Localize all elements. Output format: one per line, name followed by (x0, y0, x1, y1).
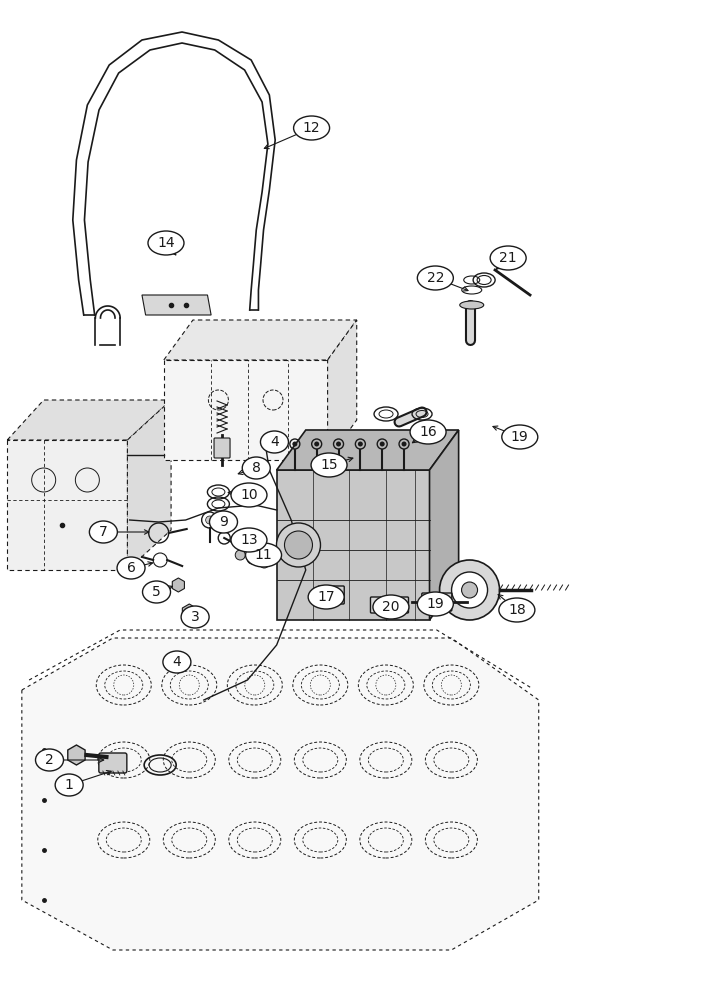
Text: 21: 21 (499, 251, 517, 265)
FancyBboxPatch shape (214, 438, 230, 458)
Text: 19: 19 (511, 430, 529, 444)
Text: 3: 3 (191, 610, 199, 624)
Ellipse shape (499, 598, 535, 622)
Circle shape (462, 582, 478, 598)
Ellipse shape (210, 511, 237, 533)
Polygon shape (164, 360, 328, 460)
Circle shape (277, 523, 320, 567)
Circle shape (358, 442, 363, 446)
Circle shape (259, 558, 269, 568)
Polygon shape (142, 295, 211, 315)
Text: 16: 16 (419, 425, 437, 439)
Ellipse shape (90, 521, 117, 543)
Text: 5: 5 (152, 585, 161, 599)
Ellipse shape (117, 557, 145, 579)
Text: 11: 11 (255, 548, 272, 562)
Circle shape (402, 442, 406, 446)
Text: 6: 6 (127, 561, 135, 575)
Text: 17: 17 (317, 590, 335, 604)
Polygon shape (277, 430, 459, 470)
Ellipse shape (143, 581, 170, 603)
Polygon shape (68, 745, 85, 765)
Text: 2: 2 (45, 753, 54, 767)
FancyBboxPatch shape (371, 597, 408, 613)
FancyBboxPatch shape (422, 593, 452, 611)
Text: 4: 4 (173, 655, 181, 669)
Ellipse shape (502, 425, 538, 449)
Circle shape (235, 550, 245, 560)
Ellipse shape (373, 595, 409, 619)
Polygon shape (430, 430, 459, 620)
Text: 7: 7 (99, 525, 108, 539)
Circle shape (440, 560, 499, 620)
Ellipse shape (181, 606, 209, 628)
Ellipse shape (55, 774, 83, 796)
Ellipse shape (261, 431, 288, 453)
Ellipse shape (460, 301, 483, 309)
Circle shape (293, 442, 297, 446)
Text: 12: 12 (303, 121, 320, 135)
Polygon shape (182, 604, 197, 620)
Text: 8: 8 (252, 461, 261, 475)
Ellipse shape (245, 543, 282, 567)
Polygon shape (173, 578, 184, 592)
Text: 19: 19 (427, 597, 444, 611)
Polygon shape (127, 400, 171, 570)
Circle shape (380, 442, 384, 446)
Ellipse shape (417, 266, 454, 290)
FancyBboxPatch shape (318, 586, 344, 604)
Text: 1: 1 (65, 778, 74, 792)
Polygon shape (164, 320, 357, 360)
Polygon shape (328, 320, 357, 460)
Circle shape (336, 442, 341, 446)
Text: 10: 10 (240, 488, 258, 502)
Text: 22: 22 (427, 271, 444, 285)
Polygon shape (22, 638, 539, 950)
Text: 15: 15 (320, 458, 338, 472)
Ellipse shape (490, 246, 526, 270)
Ellipse shape (231, 483, 267, 507)
Circle shape (451, 572, 488, 608)
FancyBboxPatch shape (99, 753, 127, 773)
Ellipse shape (308, 585, 344, 609)
Polygon shape (7, 400, 171, 440)
Text: 18: 18 (508, 603, 526, 617)
Ellipse shape (417, 592, 454, 616)
Text: 14: 14 (157, 236, 175, 250)
Ellipse shape (148, 231, 184, 255)
Text: 9: 9 (219, 515, 228, 529)
Ellipse shape (293, 116, 330, 140)
Ellipse shape (36, 749, 63, 771)
Ellipse shape (163, 651, 191, 673)
Text: 13: 13 (240, 533, 258, 547)
Ellipse shape (242, 457, 270, 479)
Circle shape (314, 442, 319, 446)
Polygon shape (7, 440, 127, 570)
Polygon shape (277, 470, 430, 620)
Circle shape (206, 516, 213, 524)
Circle shape (248, 554, 257, 564)
Ellipse shape (311, 453, 347, 477)
Text: 20: 20 (382, 600, 400, 614)
Ellipse shape (231, 528, 267, 552)
Circle shape (285, 531, 312, 559)
Ellipse shape (410, 420, 446, 444)
Text: 4: 4 (270, 435, 279, 449)
